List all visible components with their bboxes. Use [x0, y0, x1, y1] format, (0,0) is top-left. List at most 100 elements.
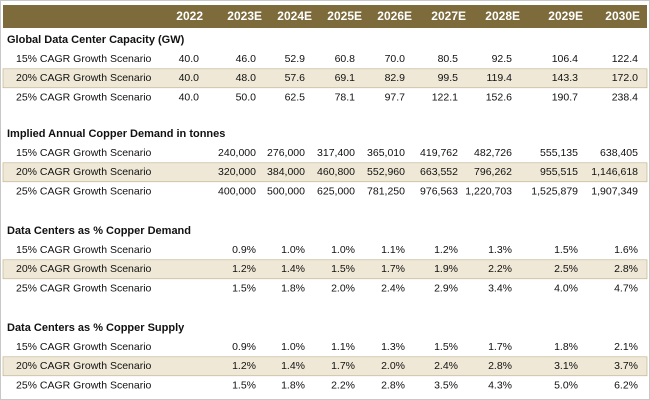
cell: 625,000	[317, 185, 355, 197]
row-label: 25% CAGR Growth Scenario	[16, 185, 152, 197]
section-title: Data Centers as % Copper Supply	[7, 322, 185, 334]
cell: 1.5%	[232, 379, 256, 391]
cell: 62.5	[285, 91, 306, 103]
row-label: 25% CAGR Growth Scenario	[16, 282, 152, 294]
column-header: 2022	[176, 9, 203, 23]
cell: 781,250	[367, 185, 405, 197]
cell: 4.0%	[554, 282, 578, 294]
cell: 106.4	[552, 53, 578, 65]
cell: 1.6%	[614, 244, 638, 256]
cell: 796,262	[474, 166, 512, 178]
row-label: 25% CAGR Growth Scenario	[16, 379, 152, 391]
cell: 3.7%	[614, 360, 638, 372]
cell: 52.9	[285, 53, 306, 65]
cell: 555,135	[540, 147, 578, 159]
cell: 46.0	[236, 53, 257, 65]
cell: 419,762	[420, 147, 458, 159]
cell: 1.3%	[381, 341, 405, 353]
cell: 482,726	[474, 147, 512, 159]
cell: 57.6	[285, 72, 306, 84]
cell: 4.3%	[488, 379, 512, 391]
cell: 99.5	[438, 72, 459, 84]
cell: 2.1%	[614, 341, 638, 353]
cell: 1.4%	[281, 263, 305, 275]
cell: 70.0	[385, 53, 406, 65]
cell: 1.2%	[232, 263, 256, 275]
column-header: 2027E	[431, 9, 466, 23]
cell: 240,000	[218, 147, 256, 159]
cell: 2.8%	[381, 379, 405, 391]
cell: 1,525,879	[531, 185, 578, 197]
cell: 384,000	[267, 166, 305, 178]
row-label: 15% CAGR Growth Scenario	[16, 147, 152, 159]
section-title: Global Data Center Capacity (GW)	[7, 34, 185, 46]
cell: 50.0	[236, 91, 257, 103]
cell: 48.0	[236, 72, 257, 84]
row-label: 20% CAGR Growth Scenario	[16, 72, 152, 84]
row-shade	[2, 162, 648, 183]
column-header: 2028E	[485, 9, 520, 23]
column-header: 2030E	[605, 9, 640, 23]
cell: 97.7	[385, 91, 406, 103]
row-label: 25% CAGR Growth Scenario	[16, 91, 152, 103]
cell: 60.8	[335, 53, 356, 65]
cell: 2.8%	[488, 360, 512, 372]
cell: 663,552	[420, 166, 458, 178]
cell: 0.9%	[232, 244, 256, 256]
cell: 2.5%	[554, 263, 578, 275]
cell: 1.7%	[331, 360, 355, 372]
header-band	[3, 5, 647, 28]
cell: 2.0%	[381, 360, 405, 372]
cell: 1.3%	[488, 244, 512, 256]
cell: 955,515	[540, 166, 578, 178]
cell: 143.3	[552, 72, 578, 84]
cell: 1.8%	[281, 282, 305, 294]
cell: 552,960	[367, 166, 405, 178]
section-title: Implied Annual Copper Demand in tonnes	[7, 128, 225, 140]
cell: 1.5%	[554, 244, 578, 256]
cell: 238.4	[612, 91, 638, 103]
cell: 1.7%	[381, 263, 405, 275]
cell: 1,907,349	[591, 185, 638, 197]
cell: 190.7	[552, 91, 578, 103]
cell: 1.1%	[381, 244, 405, 256]
cell: 40.0	[179, 91, 200, 103]
column-header: 2026E	[377, 9, 412, 23]
cell: 1.8%	[554, 341, 578, 353]
cell: 460,800	[317, 166, 355, 178]
cell: 1.0%	[331, 244, 355, 256]
cell: 80.5	[438, 53, 459, 65]
cell: 40.0	[179, 53, 200, 65]
column-header: 2029E	[548, 9, 583, 23]
cell: 1.9%	[434, 263, 458, 275]
cell: 276,000	[267, 147, 305, 159]
cell: 3.1%	[554, 360, 578, 372]
row-label: 15% CAGR Growth Scenario	[16, 341, 152, 353]
cell: 2.9%	[434, 282, 458, 294]
cell: 122.1	[432, 91, 458, 103]
cell: 638,405	[600, 147, 638, 159]
cell: 2.2%	[488, 263, 512, 275]
cell: 6.2%	[614, 379, 638, 391]
row-shade	[2, 68, 648, 89]
cell: 2.0%	[331, 282, 355, 294]
row-shade	[2, 259, 648, 280]
cell: 2.4%	[434, 360, 458, 372]
cell: 40.0	[179, 72, 200, 84]
row-label: 15% CAGR Growth Scenario	[16, 244, 152, 256]
column-header: 2023E	[227, 9, 262, 23]
row-label: 20% CAGR Growth Scenario	[16, 166, 152, 178]
cell: 317,400	[317, 147, 355, 159]
cell: 1.5%	[331, 263, 355, 275]
row-label: 15% CAGR Growth Scenario	[16, 53, 152, 65]
cell: 1.8%	[281, 379, 305, 391]
cell: 1.5%	[232, 282, 256, 294]
column-header: 2024E	[277, 9, 312, 23]
cell: 5.0%	[554, 379, 578, 391]
cell: 500,000	[267, 185, 305, 197]
cell: 119.4	[487, 72, 513, 84]
cell: 69.1	[335, 72, 356, 84]
cell: 1.2%	[232, 360, 256, 372]
cell: 172.0	[612, 72, 638, 84]
